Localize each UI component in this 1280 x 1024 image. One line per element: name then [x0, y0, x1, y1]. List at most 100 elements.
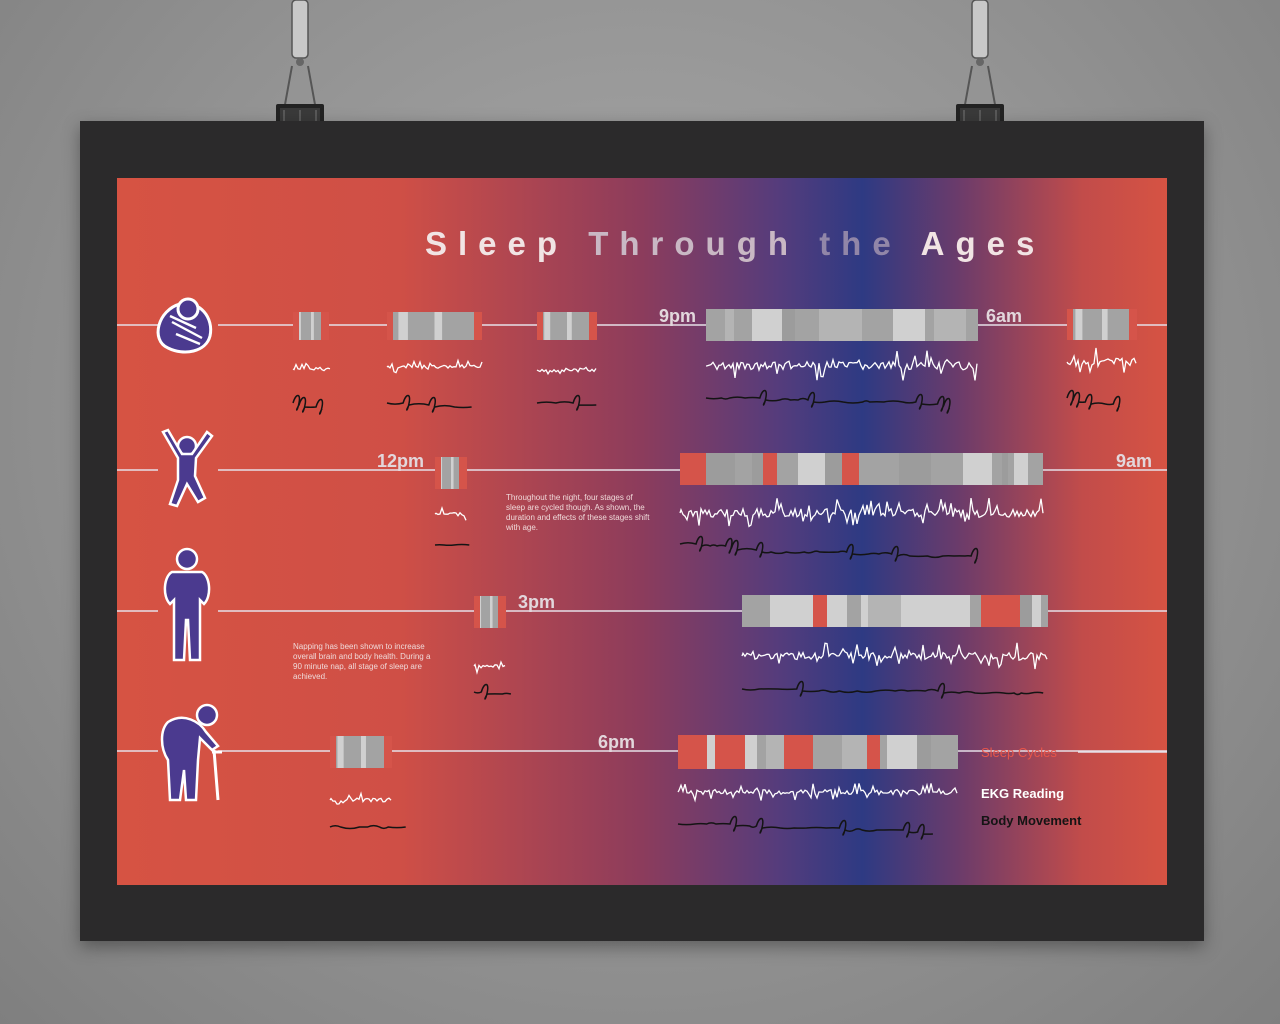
infant-movement-wave	[536, 394, 597, 411]
sleep-stage-segment	[1020, 595, 1032, 627]
sleep-stage-segment	[932, 595, 958, 627]
sleep-stage-segment	[925, 309, 934, 341]
infant-movement-wave	[1066, 389, 1121, 412]
sleep-stage-segment	[384, 736, 392, 768]
adult-ekg-wave	[473, 660, 506, 675]
sleep-stage-segment	[398, 312, 408, 340]
sleep-stage-segment	[1028, 453, 1043, 485]
infant-movement-wave	[705, 389, 951, 414]
sleep-stage-segment	[838, 309, 862, 341]
child-movement-wave	[434, 543, 470, 547]
sleep-stage-segment	[1102, 309, 1108, 340]
sleep-stage-segment	[893, 309, 925, 341]
sleep-stage-segment	[958, 595, 970, 627]
elderly-ekg-wave	[677, 782, 958, 803]
infant-ekg-wave	[292, 362, 331, 372]
sleep-stage-segment	[807, 595, 813, 627]
sleep-stage-segment	[791, 595, 807, 627]
sleep-stage-segment	[887, 735, 907, 769]
sleep-stage-segment	[862, 309, 883, 341]
elderly-movement-wave	[677, 815, 933, 840]
sleep-stage-segment	[715, 735, 745, 769]
sleep-stage-segment	[735, 453, 752, 485]
sleep-stage-segment	[931, 735, 950, 769]
cane-icon	[212, 749, 222, 801]
sleep-stage-segment	[1000, 595, 1020, 627]
sleep-stage-segment	[459, 457, 467, 489]
adult-movement-wave	[741, 680, 1044, 699]
title-word: Ages	[920, 225, 1046, 262]
sleep-stage-segment	[297, 312, 301, 340]
sleep-stage-segment	[825, 453, 842, 485]
infant-ekg-wave	[1066, 347, 1137, 375]
sleep-stage-segment	[992, 453, 1002, 485]
sleep-stage-segment	[498, 596, 506, 628]
sleep-stage-segment	[752, 453, 763, 485]
sleep-stage-segment	[1014, 453, 1028, 485]
elderly-cane-icon	[160, 716, 220, 802]
sleep-stage-segment	[966, 309, 978, 341]
sleep-stage-segment	[963, 453, 992, 485]
sleep-stage-segment	[1032, 595, 1041, 627]
sleep-stage-segment	[734, 309, 752, 341]
legend-body-movement: Body Movement	[981, 813, 1082, 828]
elderly-figure-head	[195, 703, 219, 727]
time-label-child-end: 9am	[1116, 451, 1153, 471]
sleep-stage-segment	[752, 309, 760, 341]
adult-figure-icon	[163, 570, 211, 662]
sleep-stage-segment	[868, 595, 888, 627]
time-label-adult-start: 3pm	[518, 592, 556, 612]
sleep-stage-segment	[435, 457, 441, 489]
sleep-stage-segment	[777, 453, 798, 485]
elderly-movement-wave	[329, 824, 406, 830]
infant-ekg-wave	[705, 350, 978, 381]
sleep-stage-segment	[798, 453, 825, 485]
sleep-stage-segment	[883, 309, 893, 341]
sleep-stage-segment	[813, 735, 823, 769]
sleep-stage-segment	[776, 595, 791, 627]
sleep-stage-segment	[474, 596, 480, 628]
child-ekg-wave	[434, 505, 467, 521]
sleep-stage-segment	[537, 312, 543, 340]
infant-movement-wave	[386, 394, 472, 413]
swaddled-baby-head	[176, 297, 200, 321]
napping-note: Napping has been shown to increase overa…	[293, 642, 431, 681]
sleep-stage-segment	[678, 735, 707, 769]
sleep-stage-segment	[848, 735, 867, 769]
sleep-stage-segment	[742, 595, 770, 627]
adult-movement-wave	[473, 683, 512, 700]
sleep-stage-segment	[330, 736, 336, 768]
sleep-stage-segment	[880, 735, 887, 769]
sleep-stage-segment	[715, 453, 735, 485]
sleep-stage-segment	[707, 735, 715, 769]
sleep-cycle-note: Throughout the night, four stages of sle…	[506, 493, 650, 532]
sleep-stage-segment	[770, 595, 776, 627]
sleep-stage-segment	[706, 453, 715, 485]
infant-ekg-wave	[386, 358, 483, 374]
sleep-stage-segment	[745, 735, 757, 769]
title-word: Sleep	[425, 225, 589, 262]
sleep-stage-segment	[706, 309, 725, 341]
sleep-stage-segment	[842, 453, 859, 485]
sleep-stage-segment	[899, 453, 931, 485]
sleep-stage-segment	[950, 735, 958, 769]
sleep-stage-segment	[1041, 595, 1048, 627]
time-label-child-start: 12pm	[377, 451, 425, 471]
sleep-stage-segment	[567, 312, 572, 340]
sleep-stage-segment	[361, 736, 366, 768]
sleep-stage-segment	[763, 453, 777, 485]
sleep-stage-segment	[474, 312, 482, 340]
sleep-stage-segment	[387, 312, 393, 340]
sleep-stage-segment	[795, 309, 819, 341]
sleep-stage-segment	[434, 312, 443, 340]
jumping-child-icon	[161, 428, 214, 508]
sleep-stage-segment	[1067, 309, 1073, 340]
infant-movement-wave	[292, 394, 324, 415]
sleep-stage-segment	[1002, 453, 1008, 485]
infant-ekg-wave	[536, 366, 597, 376]
sleep-stage-segment	[725, 309, 734, 341]
sleep-stage-segment	[757, 735, 766, 769]
legend-ekg-reading: EKG Reading	[981, 786, 1065, 801]
sleep-stage-segment	[544, 312, 551, 340]
